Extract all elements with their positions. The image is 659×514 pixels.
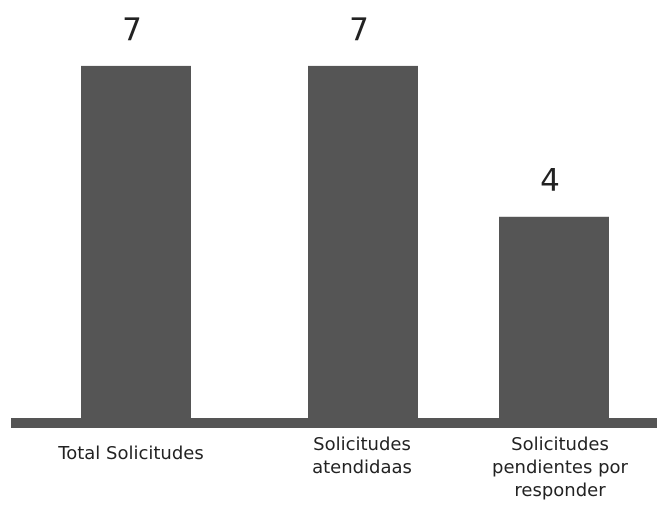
bars-group	[81, 65, 609, 420]
bar-3	[499, 216, 609, 419]
category-label-3-line-1: Solicitudes	[511, 434, 609, 455]
bar-2	[308, 65, 418, 420]
x-axis-baseline	[11, 418, 657, 428]
category-label-1-line-1: Total Solicitudes	[57, 443, 203, 464]
category-label-2: Solicitudes atendidaas	[312, 434, 412, 478]
data-labels-group: 7 7 4	[122, 12, 560, 199]
data-label-1: 7	[122, 12, 142, 48]
category-label-1: Total Solicitudes	[57, 443, 203, 464]
category-label-2-line-2: atendidaas	[312, 457, 412, 478]
data-label-3: 4	[540, 163, 560, 199]
category-labels-group: Total Solicitudes Solicitudes atendidaasSo…	[57, 434, 628, 501]
category-label-3-line-3: responder	[514, 480, 606, 501]
bar-1	[81, 65, 191, 420]
category-label-3-line-2: pendientes por	[492, 457, 628, 478]
category-label-3: Solicitudes pendientes por responder	[492, 434, 628, 501]
category-label-2-line-1: Solicitudes	[313, 434, 411, 455]
data-label-2: 7	[349, 12, 369, 48]
